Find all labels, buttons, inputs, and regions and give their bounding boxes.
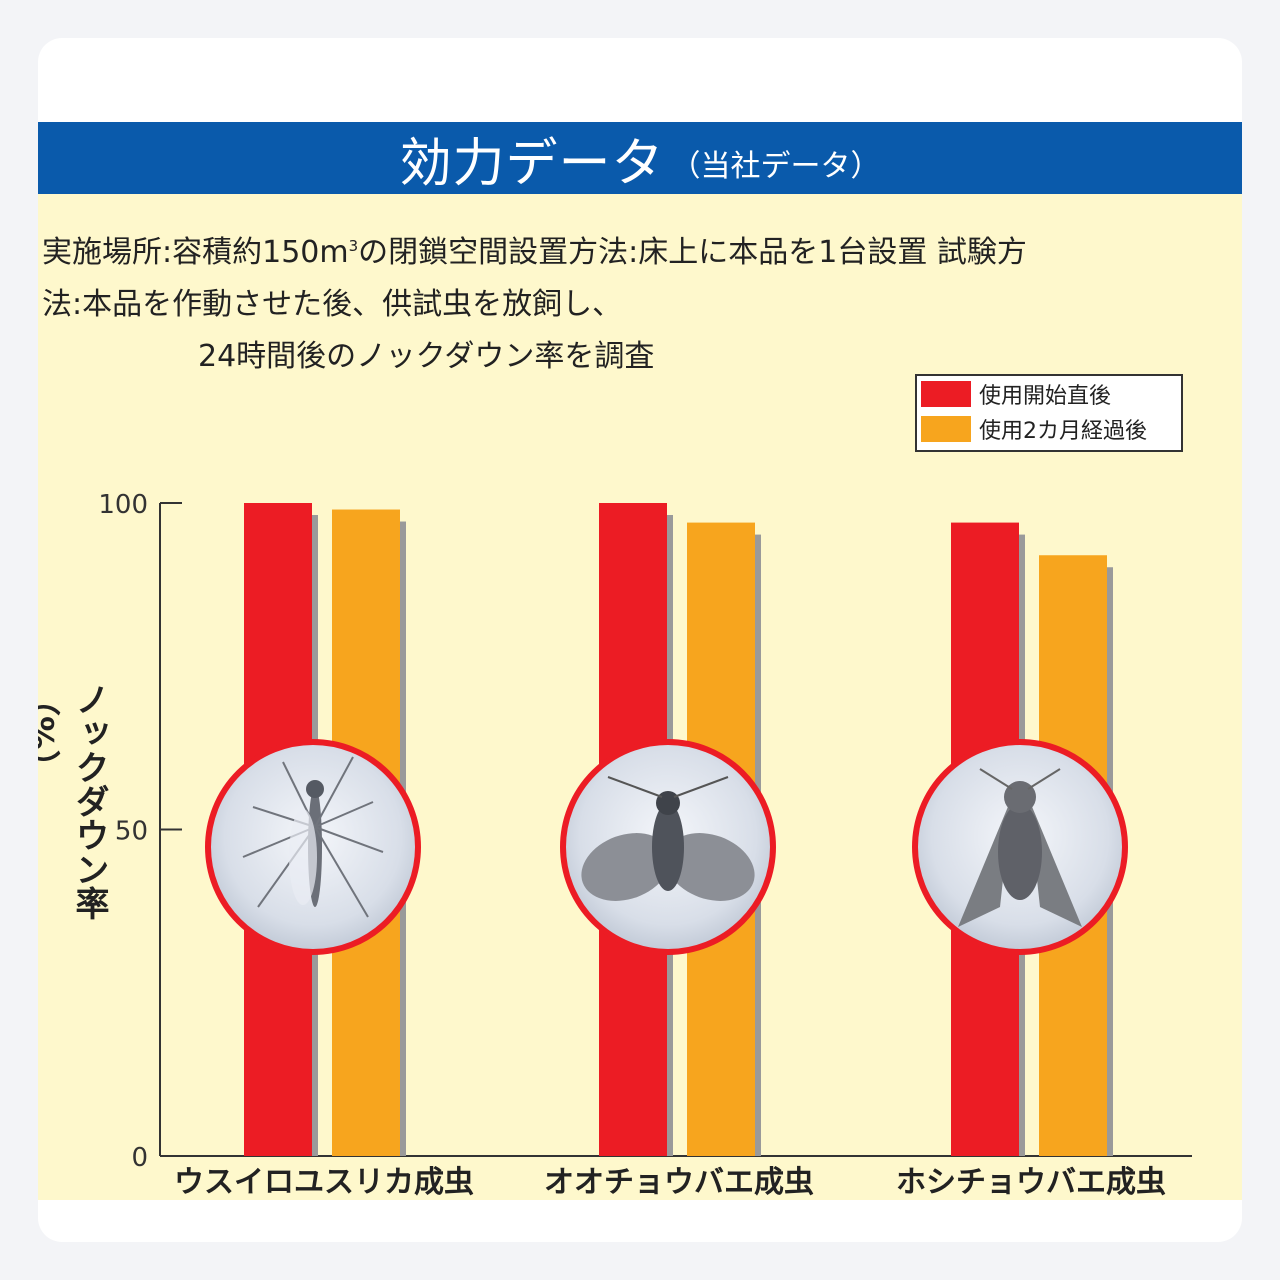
bar-chart: 0 50 100 ウスイロユスリカ成虫 オオチョウバエ成虫 ホシチョウバエ成虫 — [98, 490, 1192, 1200]
method-description: 実施場所:容積約150m3の閉鎖空間設置方法:床上に本品を1台設置 試験方 法:… — [42, 220, 1238, 383]
mosquito-photo — [205, 739, 421, 955]
spotted-moth-fly-photo — [912, 739, 1128, 955]
legend-item-series-2: 使用2カ月経過後 — [917, 411, 1181, 446]
moth-fly-photo — [560, 739, 776, 955]
legend-swatch-series-1 — [921, 380, 971, 407]
legend-label-series-2: 使用2カ月経過後 — [979, 418, 1147, 444]
chart-panel: 効力データ （当社データ） 実施場所:容積約150m3の閉鎖空間設置方法:床上に… — [38, 122, 1242, 1200]
page-title: 効力データ — [399, 133, 665, 194]
desc-superscript: 3 — [348, 237, 359, 255]
y-tick-label: 0 — [131, 1143, 148, 1173]
legend-swatch-series-2 — [921, 415, 971, 442]
card: 効力データ （当社データ） 実施場所:容積約150m3の閉鎖空間設置方法:床上に… — [38, 38, 1242, 1242]
title-banner: 効力データ （当社データ） — [38, 122, 1242, 194]
y-tick-label: 100 — [98, 490, 148, 520]
x-category-label: ホシチョウバエ成虫 — [896, 1165, 1166, 1200]
desc-line2: 法:本品を作動させた後、供試虫を放飼し、 — [42, 287, 623, 322]
y-axis-title: ノックダウン率（%） — [38, 682, 109, 920]
page-subtitle: （当社データ） — [670, 149, 881, 184]
chart-legend: 使用開始直後 使用2カ月経過後 — [915, 374, 1183, 452]
legend-label-series-1: 使用開始直後 — [979, 383, 1112, 409]
desc-line1b: の閉鎖空間設置方法:床上に本品を1台設置 試験方 — [358, 235, 1027, 270]
x-category-label: オオチョウバエ成虫 — [544, 1165, 814, 1200]
desc-line1a: 実施場所:容積約150m — [42, 235, 349, 270]
x-category-label: ウスイロユスリカ成虫 — [174, 1165, 474, 1200]
desc-line3: 24時間後のノックダウン率を調査 — [198, 339, 655, 374]
legend-item-series-1: 使用開始直後 — [917, 376, 1181, 411]
y-tick-label: 50 — [115, 817, 148, 847]
